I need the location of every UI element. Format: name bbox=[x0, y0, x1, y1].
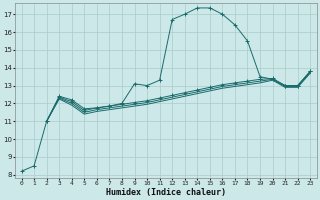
X-axis label: Humidex (Indice chaleur): Humidex (Indice chaleur) bbox=[106, 188, 226, 197]
